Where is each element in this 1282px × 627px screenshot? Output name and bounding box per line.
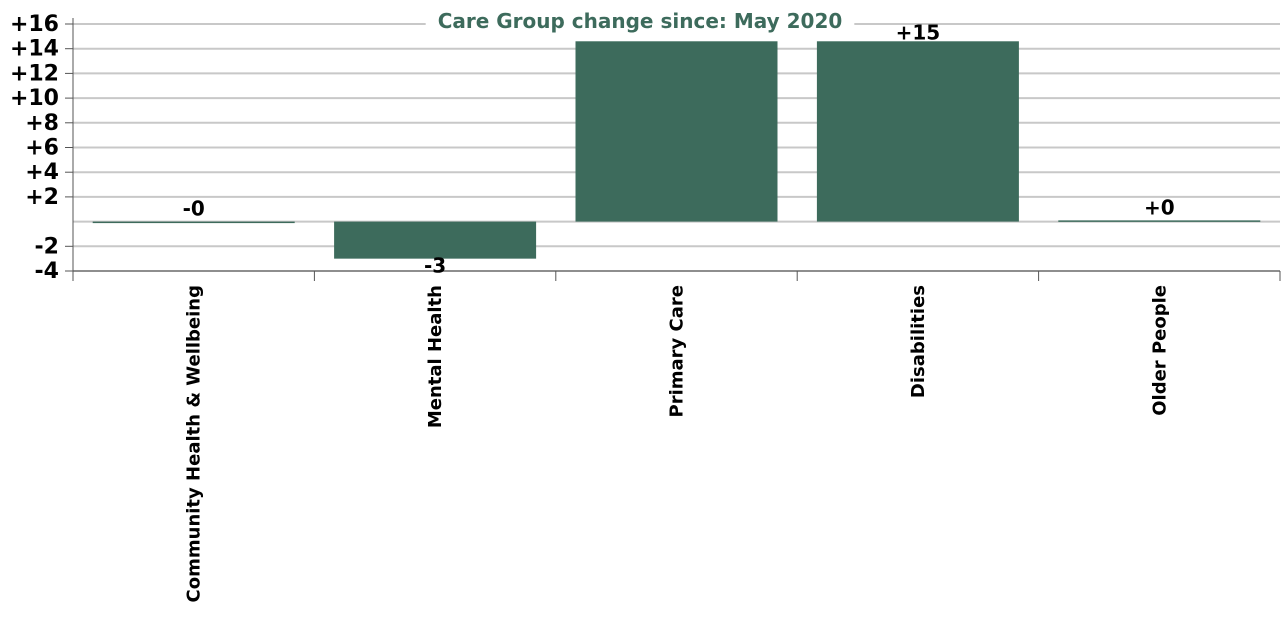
y-tick-label: +8 xyxy=(25,111,59,136)
bar xyxy=(1058,220,1261,222)
y-tick-label: -4 xyxy=(35,259,59,284)
y-tick-label: +2 xyxy=(25,185,59,210)
y-tick-label: +10 xyxy=(10,86,59,111)
y-tick-labels: -4-2 +2+4+6+8+10+12+14+16 xyxy=(10,12,59,284)
chart-title: Care Group change since: May 2020 xyxy=(438,9,843,33)
data-label: +15 xyxy=(896,20,941,44)
data-label: +0 xyxy=(1144,195,1175,219)
y-tick-label: +4 xyxy=(25,160,59,185)
category-labels: Community Health & Wellbeing Mental Healt… xyxy=(184,285,1171,602)
bar xyxy=(334,221,537,259)
chart-title-background xyxy=(425,6,855,36)
category-label: Disabilities xyxy=(908,285,929,398)
category-label: Primary Care xyxy=(667,285,688,417)
y-tick-label: +14 xyxy=(10,37,59,62)
bar xyxy=(816,41,1019,222)
category-label: Community Health & Wellbeing xyxy=(184,285,205,602)
bar xyxy=(575,41,778,222)
category-label: Mental Health xyxy=(425,285,446,428)
data-label: -0 xyxy=(183,197,205,221)
data-label: -3 xyxy=(424,254,446,278)
y-tick-label: +12 xyxy=(10,61,59,86)
bars xyxy=(92,41,1261,259)
bar xyxy=(92,221,295,224)
category-label: Older People xyxy=(1149,285,1170,416)
data-labels: -0 -3 +15 +0 xyxy=(183,20,1175,277)
y-tick-label: +16 xyxy=(10,12,59,37)
y-tick-label: -2 xyxy=(35,234,59,259)
axes xyxy=(65,18,1281,281)
y-tick-label: +6 xyxy=(25,136,59,161)
